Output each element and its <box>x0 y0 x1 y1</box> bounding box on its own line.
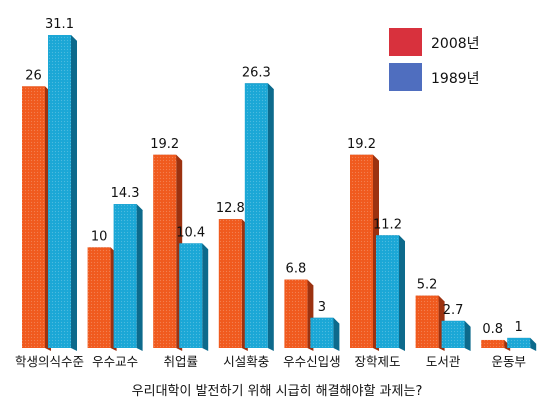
bar-texture <box>244 83 268 348</box>
bar-side <box>464 320 471 351</box>
bar-2008-1 <box>87 247 117 351</box>
bar-texture <box>48 35 71 348</box>
bar-1989-3 <box>244 83 274 351</box>
bar-1989-0 <box>48 35 77 351</box>
bar-texture <box>179 243 203 348</box>
category-label: 장학제도 <box>354 354 400 369</box>
bar-2008-0 <box>22 86 51 351</box>
bar-texture <box>441 320 465 348</box>
bar-texture <box>153 154 177 348</box>
category-label: 우수신입생 <box>283 354 341 369</box>
bar-texture <box>22 86 45 348</box>
bar-1989-7 <box>507 337 537 351</box>
bar-side <box>333 317 340 351</box>
value-label: 26.3 <box>242 65 271 80</box>
category-label: 취업률 <box>163 354 198 369</box>
value-label: 26 <box>25 68 42 83</box>
bar-texture <box>310 317 334 348</box>
bar-texture <box>376 235 399 348</box>
category-label: 우수교수 <box>92 354 138 369</box>
value-label: 5.2 <box>417 278 438 293</box>
bar-side <box>267 83 274 351</box>
bar-2008-7 <box>481 339 511 351</box>
bar-texture <box>507 337 531 348</box>
value-label: 19.2 <box>150 137 179 152</box>
bar-texture <box>284 279 308 348</box>
value-label: 14.3 <box>111 186 140 201</box>
value-label: 10 <box>91 229 108 244</box>
category-label: 학생의식수준 <box>15 354 84 369</box>
bar-1989-6 <box>441 320 471 351</box>
legend-label-2008: 2008년 <box>431 36 480 52</box>
value-label: 2.7 <box>443 303 464 318</box>
bar-side <box>71 35 77 351</box>
bar-2008-4 <box>284 279 314 351</box>
bar-texture <box>350 154 373 348</box>
bar-1989-5 <box>376 235 405 351</box>
value-label: 12.8 <box>216 201 245 216</box>
bars-group <box>22 35 537 351</box>
bar-side <box>136 204 143 351</box>
bar-2008-6 <box>415 295 445 351</box>
bar-2008-3 <box>218 219 248 351</box>
category-label: 운동부 <box>491 354 526 369</box>
value-label: 31.1 <box>45 17 74 32</box>
category-labels-group: 학생의식수준 우수교수 취업률 시설확충 우수신입생 장학제도 도서관 운동부 <box>15 354 526 369</box>
bar-side <box>202 243 209 351</box>
bar-1989-2 <box>179 243 209 351</box>
bar-texture <box>415 295 439 348</box>
bar-texture <box>87 247 111 348</box>
legend: 2008년 1989년 <box>389 28 480 91</box>
bar-side <box>399 235 405 351</box>
legend-swatch-1989 <box>389 63 422 91</box>
bar-texture <box>481 339 505 348</box>
bar-2008-2 <box>153 154 183 351</box>
category-label: 시설확충 <box>223 354 269 369</box>
value-label: 3 <box>318 300 326 315</box>
bar-texture <box>218 219 242 348</box>
x-axis-label: 우리대학이 발전하기 위해 시급히 해결해야할 과제는? <box>132 384 423 399</box>
bar-1989-4 <box>310 317 340 351</box>
value-label: 10.4 <box>176 225 205 240</box>
bar-2008-5 <box>350 154 379 351</box>
value-label: 0.8 <box>482 322 503 337</box>
bar-1989-1 <box>113 204 143 351</box>
value-label: 19.2 <box>347 137 376 152</box>
bar-texture <box>113 204 137 348</box>
legend-swatch-2008 <box>389 28 422 56</box>
value-label: 1 <box>515 320 523 335</box>
value-label: 6.8 <box>286 262 307 277</box>
legend-label-1989: 1989년 <box>431 71 480 87</box>
value-labels-group: 26 31.1 10 14.3 19.2 10.4 12.8 26.3 6.8 3 19.2 11.2… <box>25 17 523 337</box>
category-label: 도서관 <box>426 354 461 369</box>
value-label: 11.2 <box>373 217 402 232</box>
